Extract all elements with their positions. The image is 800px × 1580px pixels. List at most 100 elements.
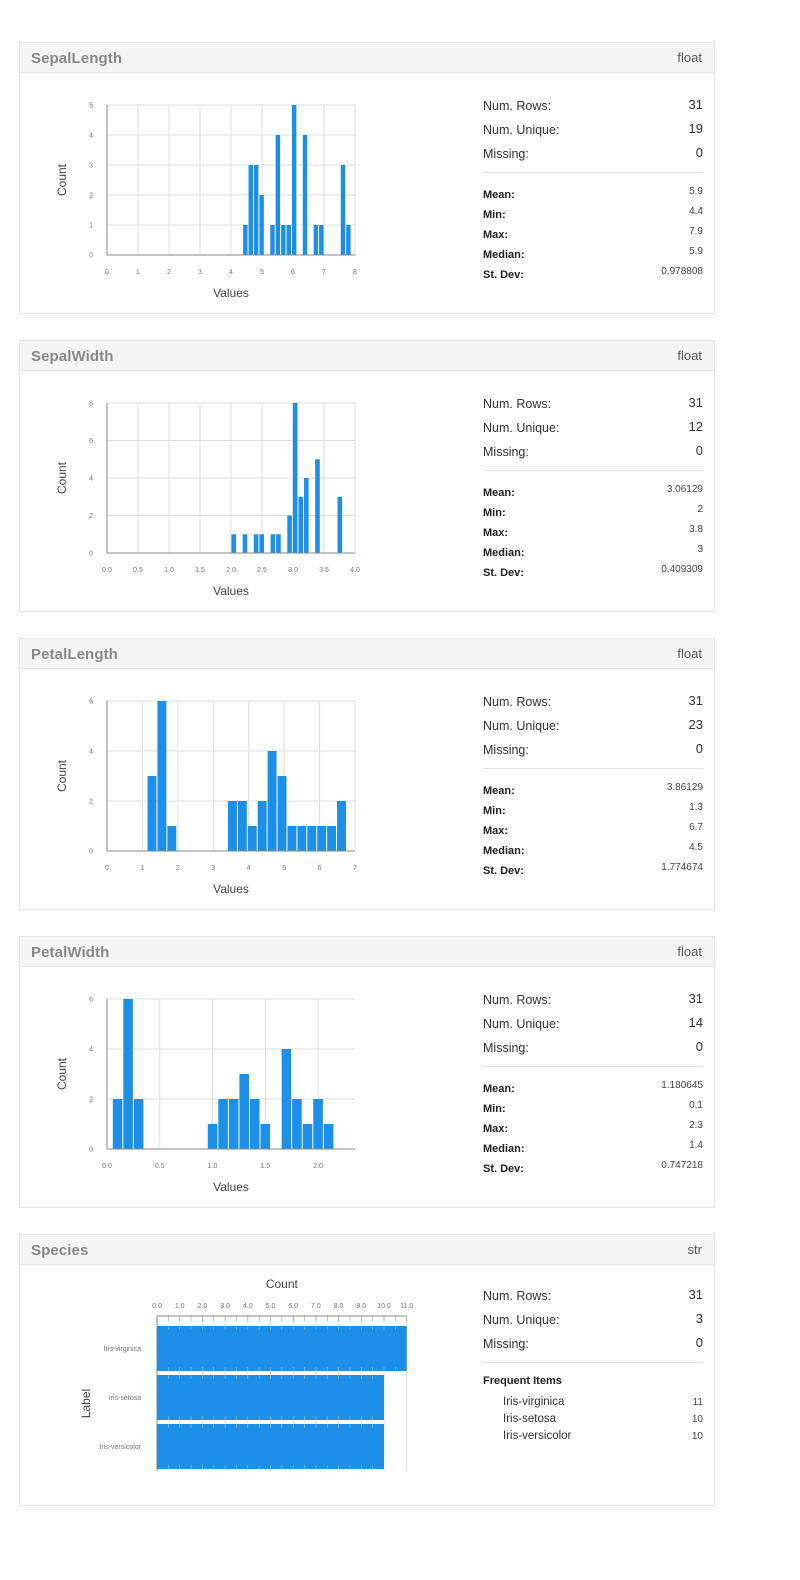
stat-value: 31 xyxy=(688,991,703,1006)
y-tick-label: 4 xyxy=(89,1047,93,1054)
stat-value: 31 xyxy=(688,693,703,708)
x-tick-label: 11.0 xyxy=(400,1303,413,1310)
frequent-item: Iris-versicolor 10 xyxy=(483,1429,703,1446)
stat-num-unique: Num. Unique: 19 xyxy=(483,119,703,143)
stat-median: Median: 3 xyxy=(483,543,703,563)
x-tick-label: 6.0 xyxy=(288,1303,298,1310)
stat-value: 6.7 xyxy=(689,822,703,833)
histogram-bar xyxy=(323,1124,334,1149)
histogram-bar xyxy=(327,826,337,851)
x-tick-label: 1 xyxy=(140,865,144,872)
histogram-bar xyxy=(243,225,248,255)
column-type: float xyxy=(677,646,702,661)
frequent-item-count: 10 xyxy=(691,1414,703,1425)
x-tick-label: 0.5 xyxy=(133,567,143,574)
frequent-item-count: 10 xyxy=(691,1431,703,1442)
x-tick-label: 1.0 xyxy=(208,1163,218,1170)
y-tick-label: 6 xyxy=(89,438,93,445)
stat-label: Max: xyxy=(483,825,509,837)
histogram-bar xyxy=(123,999,133,1149)
frequent-item: Iris-virginica 11 xyxy=(483,1395,703,1412)
x-tick-label: 3.0 xyxy=(288,567,298,574)
stat-num-unique: Num. Unique: 23 xyxy=(483,715,703,739)
histogram-bar xyxy=(287,515,292,553)
histogram-bar xyxy=(304,478,309,553)
x-tick-label: 1.0 xyxy=(164,567,174,574)
bar xyxy=(157,1375,384,1420)
histogram-bar xyxy=(298,496,304,553)
histogram-bar xyxy=(249,1099,260,1149)
stat-value: 0 xyxy=(695,741,703,756)
histogram-bar xyxy=(291,105,297,255)
histogram-bar xyxy=(147,776,157,851)
histogram-bar xyxy=(167,826,177,851)
histogram-bar xyxy=(253,165,259,255)
x-tick-label: 7 xyxy=(322,269,326,276)
x-axis-label: Values xyxy=(213,1180,249,1194)
stat-label: Num. Rows: xyxy=(483,1289,552,1303)
stat-num-rows: Num. Rows: 31 xyxy=(483,691,703,715)
x-tick-label: 4.0 xyxy=(243,1303,253,1310)
histogram-bar xyxy=(307,826,317,851)
x-tick-label: 0.5 xyxy=(155,1163,165,1170)
x-tick-label: 3.5 xyxy=(319,567,329,574)
histogram-bar xyxy=(259,534,264,553)
stat-label: St. Dev: xyxy=(483,269,524,281)
column-type: str xyxy=(687,1242,702,1257)
column-card-sepalwidth: SepalWidth float 0.0 0.5 1.0 1.5 2.0 2.5 3.0 3.… xyxy=(19,340,715,612)
x-tick-label: 6 xyxy=(318,865,322,872)
stats-panel: Num. Rows: 31 Num. Unique: 12 Missing: 0 Me… xyxy=(483,393,703,583)
stat-max: Max: 6.7 xyxy=(483,821,703,841)
stat-label: Missing: xyxy=(483,743,529,757)
column-card-petalwidth: PetalWidth float 0.0 0.5 1.0 1.5 2.0 0 2 4 6 Valu… xyxy=(19,936,715,1208)
stat-min: Min: 2 xyxy=(483,503,703,523)
histogram-bar xyxy=(275,135,281,255)
bar xyxy=(157,1326,407,1371)
y-tick-label: 8 xyxy=(89,401,93,408)
stat-value: 4.5 xyxy=(689,842,703,853)
stat-num-rows: Num. Rows: 31 xyxy=(483,989,703,1013)
column-type: float xyxy=(677,50,702,65)
x-tick-label: 4 xyxy=(247,865,251,872)
frequent-item-label: Iris-virginica xyxy=(503,1396,565,1408)
stat-value: 1.4 xyxy=(689,1140,703,1151)
stat-num-unique: Num. Unique: 14 xyxy=(483,1013,703,1037)
stat-mean: Mean: 3.06129 xyxy=(483,483,703,503)
column-name: PetalLength xyxy=(31,646,118,663)
y-tick-label: 2 xyxy=(89,513,93,520)
x-tick-label: 1.5 xyxy=(195,567,205,574)
stat-label: Median: xyxy=(483,845,525,857)
stat-label: Mean: xyxy=(483,785,515,797)
column-name: PetalWidth xyxy=(31,944,110,961)
stat-value: 0 xyxy=(695,1039,703,1054)
stat-value: 5.9 xyxy=(689,186,703,197)
stat-value: 31 xyxy=(688,1287,703,1302)
card-header: PetalWidth float xyxy=(20,937,714,967)
stat-value: 7.9 xyxy=(689,226,703,237)
category-label: Iris-virginica xyxy=(104,1346,141,1353)
stat-label: Max: xyxy=(483,1123,509,1135)
histogram-bar xyxy=(302,135,308,255)
bar xyxy=(157,1424,384,1469)
column-name: Species xyxy=(31,1242,89,1259)
stat-label: Mean: xyxy=(483,487,515,499)
stat-value: 3.8 xyxy=(689,524,703,535)
stat-num-rows: Num. Rows: 31 xyxy=(483,1285,703,1309)
frequent-item-label: Iris-versicolor xyxy=(503,1430,572,1442)
histogram-bar xyxy=(260,1124,271,1149)
divider xyxy=(483,1066,703,1067)
histogram-bar xyxy=(292,403,298,553)
stat-max: Max: 7.9 xyxy=(483,225,703,245)
histogram-bar xyxy=(218,1099,228,1149)
stat-value: 3 xyxy=(695,1311,703,1326)
histogram-bar xyxy=(276,534,281,553)
stat-label: Missing: xyxy=(483,1041,529,1055)
stat-label: Median: xyxy=(483,547,525,559)
histogram-bar xyxy=(302,1124,313,1149)
stat-missing: Missing: 0 xyxy=(483,1333,703,1357)
stat-label: Min: xyxy=(483,1103,506,1115)
y-tick-label: 0 xyxy=(89,1147,93,1154)
x-tick-label: 6 xyxy=(291,269,295,276)
histogram-bar xyxy=(281,1049,292,1149)
stats-panel: Num. Rows: 31 Num. Unique: 3 Missing: 0 Fre… xyxy=(483,1285,703,1446)
